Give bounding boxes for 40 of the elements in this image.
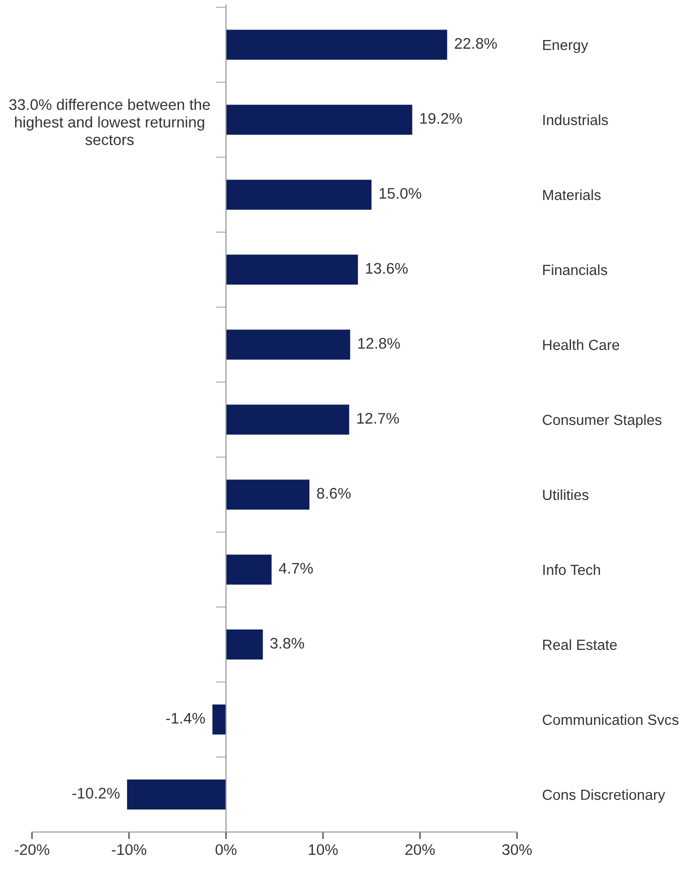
bar (226, 30, 448, 60)
annotation: 33.0% difference between the highest and lowest returning sectors (9, 98, 210, 146)
x-tick-label: -10% (112, 844, 146, 856)
y-tick-label: Cons Discretionary (542, 789, 666, 803)
data-label: -10.2% (72, 788, 120, 799)
bar (127, 780, 226, 810)
y-tick-label: Communication Svcs (542, 714, 678, 725)
y-tick-label: Financials (543, 264, 608, 276)
y-tick-label: Real Estate (543, 639, 617, 650)
data-label: 12.7% (357, 412, 399, 424)
y-tick-label: Health Care (543, 339, 620, 350)
bar (226, 330, 350, 360)
x-tick-label: 10% (308, 844, 338, 856)
y-tick-label: Info Tech (543, 564, 600, 576)
data-label: 8.6% (317, 488, 351, 499)
bar (226, 630, 263, 660)
y-tick-label: Materials (543, 189, 601, 200)
x-tick-label: 0% (216, 844, 236, 856)
data-label: 4.7% (278, 562, 313, 574)
bar (226, 180, 372, 210)
data-label: 22.8% (454, 38, 497, 49)
bar (212, 704, 226, 735)
data-label: 15.0% (380, 188, 422, 199)
x-tick-label: -20% (14, 844, 50, 856)
bar (226, 254, 358, 285)
x-tick-label: 20% (405, 844, 435, 856)
data-label: -1.4% (166, 712, 205, 724)
bar (226, 104, 412, 135)
y-tick-label: Energy (543, 40, 588, 54)
data-label: 13.6% (366, 262, 408, 274)
data-label: 19.2% (420, 113, 462, 124)
y-tick-label: Consumer Staples (542, 414, 662, 428)
x-tick-label: 30% (502, 844, 532, 856)
data-label: 3.8% (270, 638, 304, 649)
y-tick-label: Utilities (543, 489, 588, 500)
data-label: 12.8% (358, 338, 400, 349)
bar (226, 404, 350, 435)
y-tick-label: Industrials (543, 114, 608, 126)
bar (226, 480, 310, 510)
bar (226, 554, 272, 585)
